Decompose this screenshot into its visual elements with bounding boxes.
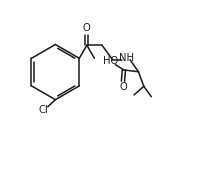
Text: Cl: Cl [39, 105, 48, 115]
Text: NH: NH [119, 53, 134, 63]
Text: O: O [83, 23, 91, 33]
Text: HO: HO [103, 56, 118, 66]
Text: O: O [119, 82, 127, 92]
